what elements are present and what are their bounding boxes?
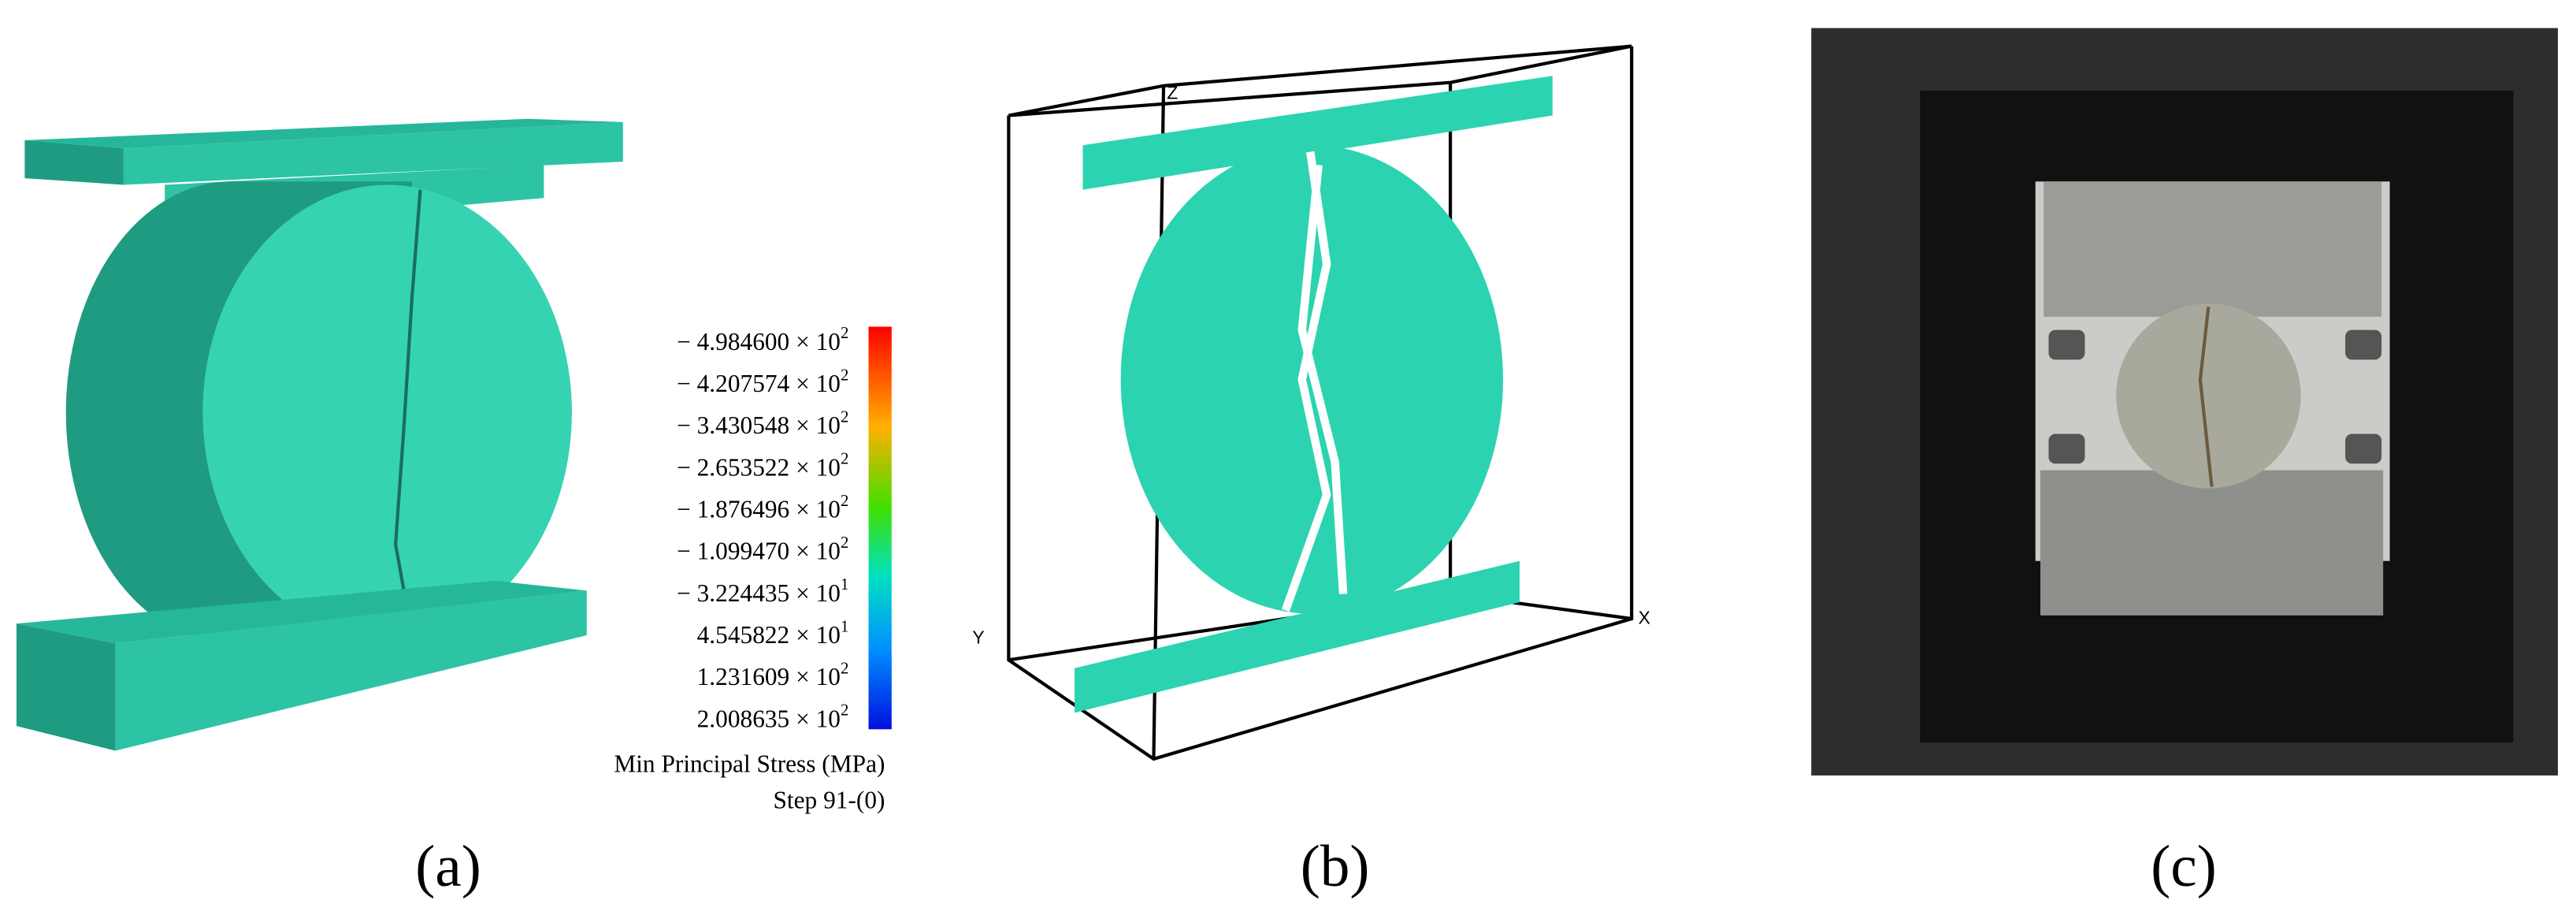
legend-coef: 4.545822 × 10	[697, 621, 841, 649]
legend-coef: 1.231609 × 10	[697, 663, 841, 690]
legend-coef: 2.008635 × 10	[697, 705, 841, 732]
legend-coef: − 4.207574 × 10	[677, 370, 841, 397]
panel-label: (c)	[2151, 834, 2217, 899]
legend-entry: 2.008635 × 102	[697, 701, 849, 733]
legend: − 4.984600 × 102− 4.207574 × 102− 3.4305…	[677, 323, 848, 732]
legend-exp: 1	[841, 616, 848, 635]
axis-label: X	[1639, 607, 1650, 627]
legend-exp: 2	[841, 365, 848, 384]
legend-coef: − 2.653522 × 10	[677, 453, 841, 481]
legend-entry: 1.231609 × 102	[697, 659, 849, 691]
legend-entry: 4.545822 × 101	[697, 616, 849, 649]
legend-coef: − 1.099470 × 10	[677, 538, 841, 565]
legend-exp: 2	[841, 701, 848, 720]
panel-label: (a)	[415, 834, 481, 899]
legend-exp: 2	[841, 407, 848, 426]
colorbar	[868, 326, 892, 730]
legend-exp: 2	[841, 533, 848, 552]
legend-caption: Min Principal Stress (MPa)	[614, 750, 885, 778]
legend-entry: − 4.207574 × 102	[677, 365, 848, 397]
plate	[1082, 76, 1553, 190]
crack	[1281, 151, 1348, 612]
model-a	[16, 118, 623, 751]
legend-exp: 2	[841, 449, 848, 468]
legend-entry: − 1.099470 × 102	[677, 533, 848, 565]
panel-label: (b)	[1301, 834, 1370, 899]
legend-entry: − 1.876496 × 102	[677, 491, 848, 523]
legend-coef: − 3.430548 × 10	[677, 411, 841, 439]
legend-step: Step 91-(0)	[773, 787, 885, 814]
axis-label: Z	[1167, 83, 1178, 103]
legend-exp: 2	[841, 659, 848, 678]
plate	[1075, 560, 1520, 713]
legend-exp: 2	[841, 323, 848, 342]
legend-coef: − 1.876496 × 10	[677, 495, 841, 523]
axis-label: Y	[972, 627, 984, 647]
legend-coef: − 3.224435 × 10	[677, 579, 841, 607]
legend-entry: − 4.984600 × 102	[677, 323, 848, 355]
legend-exp: 1	[841, 575, 848, 593]
legend-coef: − 4.984600 × 10	[677, 328, 841, 355]
legend-exp: 2	[841, 491, 848, 510]
legend-entry: − 2.653522 × 102	[677, 449, 848, 482]
legend-entry: − 3.224435 × 101	[677, 575, 848, 607]
legend-entry: − 3.430548 × 102	[677, 407, 848, 439]
photo	[1811, 28, 2558, 776]
